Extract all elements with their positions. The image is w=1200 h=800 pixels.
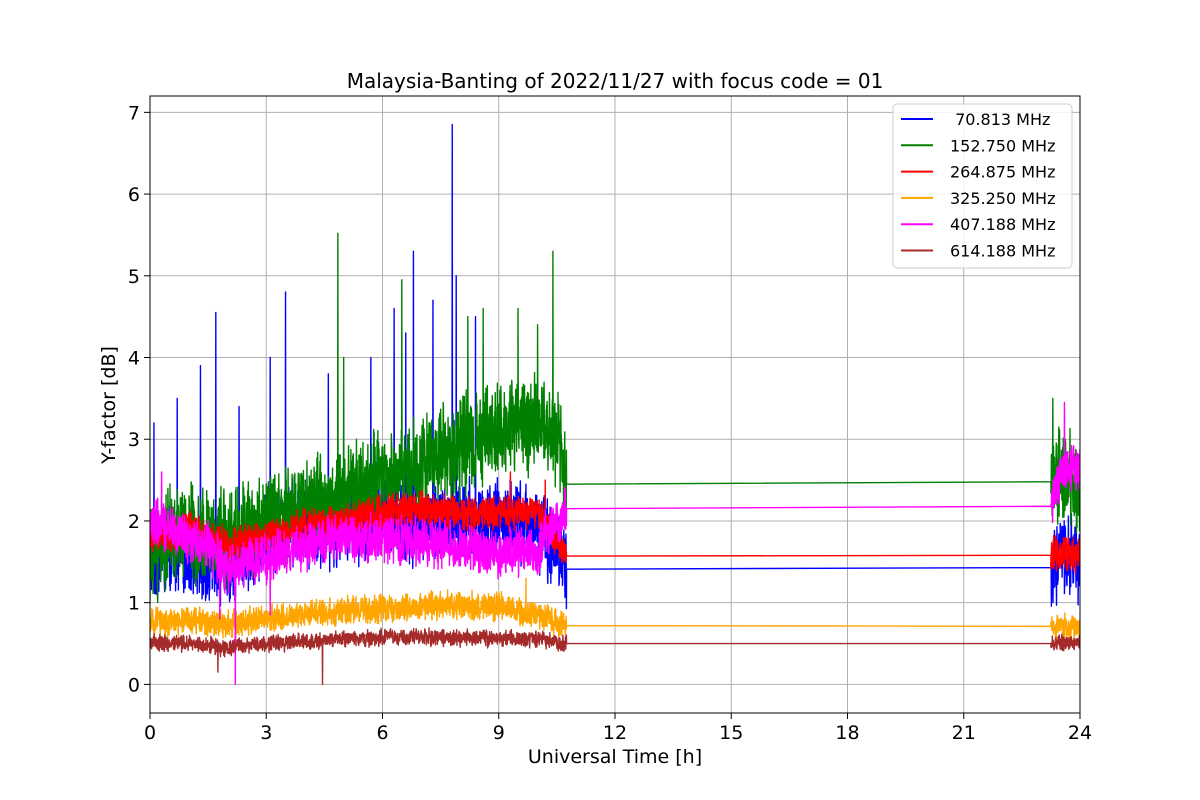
- chart-title: Malaysia-Banting of 2022/11/27 with focu…: [347, 69, 884, 93]
- series-layer: [150, 123, 1080, 686]
- y-tick-label: 2: [128, 511, 140, 533]
- x-axis-label: Universal Time [h]: [528, 746, 702, 768]
- y-tick-label: 3: [128, 429, 140, 451]
- y-tick-label: 6: [128, 184, 140, 206]
- legend-label: 70.813 MHz: [950, 110, 1050, 129]
- x-tick-label: 18: [835, 722, 859, 744]
- series-line: [150, 627, 1080, 686]
- y-tick-label: 4: [128, 348, 140, 370]
- legend-box: [892, 103, 1073, 269]
- legend-label: 264.875 MHz: [950, 163, 1055, 182]
- legend-label: 152.750 MHz: [950, 136, 1055, 155]
- x-tick-label: 24: [1068, 722, 1092, 744]
- y-tick-label: 1: [128, 593, 140, 615]
- x-tick-label: 6: [376, 722, 388, 744]
- legend-label: 407.188 MHz: [950, 215, 1055, 234]
- x-tick-label: 21: [952, 722, 976, 744]
- x-tick-label: 9: [493, 722, 505, 744]
- y-axis-label: Y-factor [dB]: [98, 346, 120, 465]
- legend: 70.813 MHz 152.750 MHz 264.875 MHz 325.250 …: [892, 103, 1073, 269]
- x-tick-label: 0: [144, 722, 156, 744]
- x-tick-label: 3: [260, 722, 272, 744]
- y-tick-label: 5: [128, 266, 140, 288]
- y-tick-label: 0: [128, 674, 140, 696]
- series-line: [150, 401, 1080, 686]
- y-tick-label: 7: [128, 102, 140, 124]
- x-tick-label: 15: [719, 722, 743, 744]
- x-tick-label: 12: [603, 722, 627, 744]
- legend-label: 325.250 MHz: [950, 189, 1055, 208]
- legend-label: 614.188 MHz: [950, 242, 1055, 261]
- series-line: [150, 471, 1080, 574]
- series-line: [150, 577, 1080, 641]
